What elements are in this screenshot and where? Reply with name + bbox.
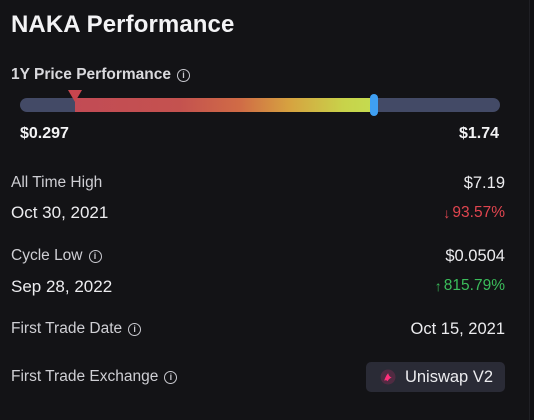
cycle-low-change: ↑ 815.79% bbox=[435, 277, 505, 295]
uniswap-icon bbox=[380, 369, 396, 385]
cycle-low-label: Cycle Low i bbox=[11, 247, 102, 265]
all-time-high-date: Oct 30, 2021 bbox=[11, 203, 109, 222]
info-icon[interactable]: i bbox=[128, 322, 142, 336]
first-trade-date-label: First Trade Date i bbox=[11, 320, 142, 338]
low-marker-icon bbox=[68, 90, 83, 102]
price-performance-label-text: 1Y Price Performance bbox=[11, 66, 171, 83]
info-icon[interactable]: i bbox=[164, 370, 178, 384]
cycle-low-date: Sep 28, 2022 bbox=[11, 277, 113, 296]
first-trade-date-label-text: First Trade Date bbox=[11, 320, 123, 337]
price-performance-label: 1Y Price Performance i bbox=[11, 66, 190, 84]
cycle-low-label-text: Cycle Low bbox=[11, 247, 83, 264]
current-price-marker[interactable] bbox=[369, 94, 378, 116]
all-time-high-change-text: 93.57% bbox=[452, 204, 505, 221]
info-icon[interactable]: i bbox=[88, 249, 102, 263]
arrow-down-icon: ↓ bbox=[443, 205, 451, 221]
range-high-value: $1.74 bbox=[458, 125, 499, 142]
first-trade-date-value: Oct 15, 2021 bbox=[410, 320, 505, 338]
all-time-high-label: All Time High bbox=[11, 174, 102, 192]
page-title: NAKA Performance bbox=[11, 11, 235, 38]
range-low-value: $0.297 bbox=[20, 125, 69, 142]
exchange-badge-uniswap[interactable]: Uniswap V2 bbox=[365, 362, 505, 392]
all-time-high-value: $7.19 bbox=[463, 174, 505, 192]
all-time-high-change: ↓ 93.57% bbox=[443, 204, 505, 222]
cycle-low-value: $0.0504 bbox=[445, 247, 505, 265]
all-time-high-label-text: All Time High bbox=[11, 174, 103, 191]
first-trade-exchange-label: First Trade Exchange i bbox=[11, 368, 178, 386]
price-range-bar bbox=[20, 90, 500, 116]
price-range-fill bbox=[75, 98, 374, 112]
cycle-low-change-text: 815.79% bbox=[443, 277, 505, 294]
arrow-up-icon: ↑ bbox=[434, 278, 442, 294]
info-icon[interactable]: i bbox=[176, 68, 190, 82]
exchange-name: Uniswap V2 bbox=[404, 367, 493, 386]
first-trade-exchange-label-text: First Trade Exchange bbox=[11, 368, 159, 385]
